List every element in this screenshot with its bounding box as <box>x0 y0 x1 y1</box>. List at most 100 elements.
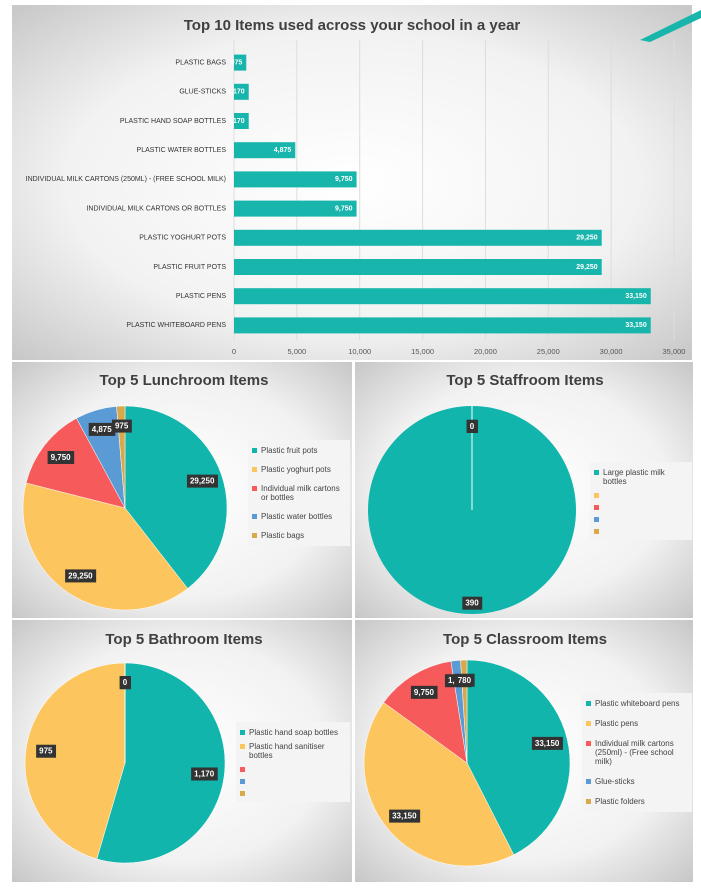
data-label-bg <box>389 809 421 823</box>
y-tick-label: INDIVIDUAL MILK CARTONS OR BOTTLES <box>86 205 226 212</box>
legend-item <box>594 527 688 534</box>
data-label: 975 <box>39 747 53 756</box>
bar <box>234 200 357 217</box>
legend-swatch <box>594 529 599 534</box>
legend-item: Individual milk cartons (250ml) - (Free … <box>586 739 688 766</box>
data-label: 29,250 <box>576 264 598 271</box>
legend-swatch <box>252 448 257 453</box>
bar <box>234 259 602 275</box>
data-label: 0 <box>470 422 475 431</box>
legend-label: Plastic pens <box>595 719 639 728</box>
data-label: 390 <box>465 599 479 608</box>
bar <box>234 83 249 100</box>
legend: Plastic hand soap bottles Plastic hand sa… <box>236 722 350 802</box>
data-label: 1,170 <box>227 89 245 96</box>
legend-swatch <box>252 467 257 472</box>
legend-item: Plastic yoghurt pots <box>252 465 346 474</box>
legend-swatch <box>240 779 245 784</box>
y-tick-label: PLASTIC PENS <box>176 293 227 300</box>
data-label-bg <box>65 569 97 583</box>
pie-slice <box>24 662 126 860</box>
legend-item: Plastic hand sanitiser bottles <box>240 742 346 760</box>
chart-title: Top 5 Classroom Items <box>443 631 607 648</box>
data-label: 975 <box>115 422 129 431</box>
data-label: 4,875 <box>274 147 292 154</box>
data-label: 29,250 <box>68 571 93 580</box>
legend-item <box>594 515 688 522</box>
data-label-bg <box>191 767 218 781</box>
data-label: 33,150 <box>625 293 647 300</box>
legend-swatch <box>586 741 591 746</box>
y-tick-label: PLASTIC BAGS <box>175 59 226 66</box>
data-label: 0 <box>123 678 128 687</box>
legend-swatch <box>252 533 257 538</box>
y-tick-label: PLASTIC YOGHURT POTS <box>139 235 226 242</box>
x-tick-label: 35,000 <box>663 347 686 356</box>
data-label-bg <box>466 419 478 433</box>
chart-title: Top 5 Lunchroom Items <box>100 372 269 389</box>
bar <box>234 142 296 159</box>
data-label: 9,750 <box>335 176 353 183</box>
bar <box>234 113 249 129</box>
bar <box>234 229 602 246</box>
legend-label: Individual milk cartons or bottles <box>261 484 340 502</box>
legend-label: Individual milk cartons (250ml) - (Free … <box>595 739 674 766</box>
legend-item: Plastic pens <box>586 719 688 728</box>
data-label-bg <box>47 450 75 464</box>
legend-item: Individual milk cartons or bottles <box>252 484 346 502</box>
x-tick-label: 30,000 <box>600 347 623 356</box>
chart-title: Top 5 Staffroom Items <box>446 372 603 389</box>
legend-swatch <box>252 514 257 519</box>
data-label: 29,250 <box>576 235 598 242</box>
legend-label: Plastic hand sanitiser bottles <box>249 742 325 760</box>
legend-item: Plastic water bottles <box>252 512 346 521</box>
data-label: 9,750 <box>335 205 353 212</box>
y-tick-label: GLUE-STICKS <box>179 89 226 96</box>
bar <box>234 317 651 334</box>
pie-slice <box>96 662 226 864</box>
y-tick-label: PLASTIC HAND SOAP BOTTLES <box>120 118 226 125</box>
legend-label: Plastic folders <box>595 797 645 806</box>
legend-swatch <box>240 744 245 749</box>
data-label: 780 <box>458 676 472 685</box>
legend-swatch <box>594 505 599 510</box>
pie-slice <box>22 482 189 611</box>
legend-swatch <box>240 767 245 772</box>
data-label: 1,170 <box>194 769 215 778</box>
data-label-bg <box>36 744 57 758</box>
x-tick-label: 15,000 <box>411 347 434 356</box>
y-tick-label: INDIVIDUAL MILK CARTONS (250ML) - (FREE … <box>26 176 226 183</box>
pie-slice <box>124 405 228 589</box>
x-tick-label: 0 <box>232 347 236 356</box>
legend-label: Plastic fruit pots <box>261 446 318 455</box>
legend-label: Plastic whiteboard pens <box>595 699 680 708</box>
legend-swatch <box>594 493 599 498</box>
legend-swatch <box>252 486 257 491</box>
legend-label: Large plastic milk bottles <box>603 468 665 486</box>
data-label: 33,150 <box>625 322 647 329</box>
legend-swatch <box>594 517 599 522</box>
data-label-bg <box>119 676 131 690</box>
data-label: 33,150 <box>535 739 560 748</box>
legend-label: Plastic bags <box>261 531 305 540</box>
pie-slice <box>363 702 515 867</box>
data-label-bg <box>531 736 563 750</box>
legend-item <box>594 503 688 510</box>
legend-item: Plastic fruit pots <box>252 446 346 455</box>
y-tick-label: PLASTIC WATER BOTTLES <box>137 147 227 154</box>
legend-label: Plastic yoghurt pots <box>261 465 331 474</box>
bar <box>234 171 357 188</box>
legend-item: Glue-sticks <box>586 777 688 786</box>
chart-title: Top 5 Bathroom Items <box>105 631 262 648</box>
data-label: 975 <box>231 59 243 66</box>
data-label: 9,750 <box>51 453 72 462</box>
legend-swatch <box>240 730 245 735</box>
y-tick-label: PLASTIC WHITEBOARD PENS <box>126 322 226 329</box>
data-label-bg <box>462 596 483 610</box>
legend-item: Plastic whiteboard pens <box>586 699 688 708</box>
accent <box>640 10 701 42</box>
legend-item <box>240 777 346 784</box>
x-tick-label: 10,000 <box>348 347 371 356</box>
